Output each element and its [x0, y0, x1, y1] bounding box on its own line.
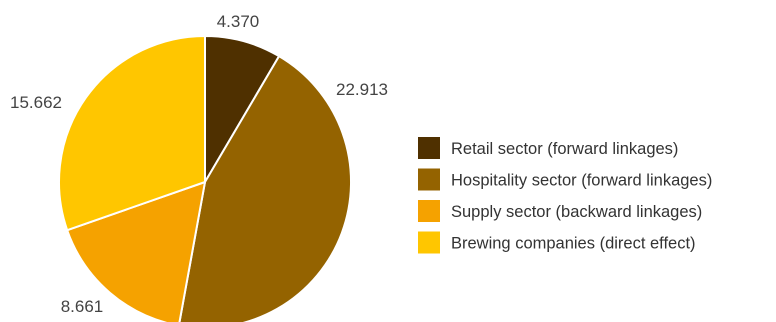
legend-label-2: Hospitality sector (forward linkages) [451, 172, 712, 190]
pie-slices [58, 35, 352, 322]
legend-swatch-3 [418, 200, 440, 222]
slice-value-label-3: 8.661 [61, 297, 104, 316]
legend-label-4: Brewing companies (direct effect) [451, 235, 696, 253]
legend-item-3: Supply sector (backward linkages) [418, 200, 702, 222]
legend-swatch-2 [418, 168, 440, 191]
legend-label-1: Retail sector (forward linkages) [451, 140, 678, 158]
pie-slice-3 [66, 181, 206, 322]
slice-value-label-4: 15.662 [10, 93, 62, 112]
legend-label-3: Supply sector (backward linkages) [451, 203, 702, 221]
legend-item-2: Hospitality sector (forward linkages) [418, 168, 712, 191]
legend: Retail sector (forward linkages) Hospital… [418, 137, 712, 254]
legend-item-1: Retail sector (forward linkages) [418, 137, 678, 159]
slice-value-label-1: 4.370 [217, 12, 260, 31]
legend-swatch-1 [418, 137, 440, 159]
pie-slice-4 [58, 35, 206, 232]
pie-slice-2 [178, 55, 352, 322]
pie-value-labels: 4.370 22.913 8.661 15.662 [10, 12, 388, 316]
legend-item-4: Brewing companies (direct effect) [418, 231, 696, 254]
legend-swatch-4 [418, 231, 440, 254]
slice-value-label-2: 22.913 [336, 80, 388, 99]
